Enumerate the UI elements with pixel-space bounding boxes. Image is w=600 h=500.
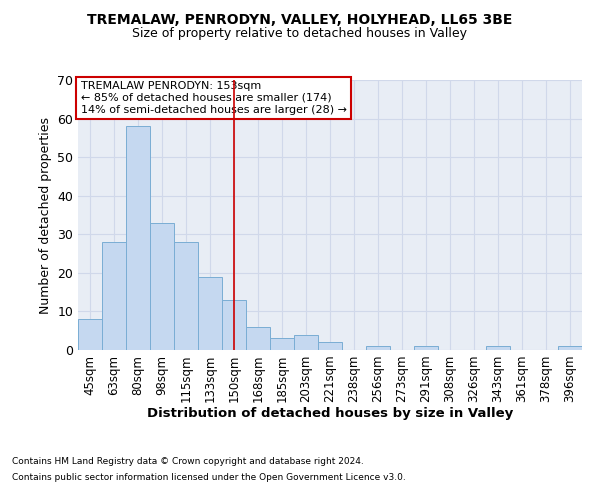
Bar: [318, 342, 342, 350]
Bar: [222, 300, 246, 350]
Text: TREMALAW, PENRODYN, VALLEY, HOLYHEAD, LL65 3BE: TREMALAW, PENRODYN, VALLEY, HOLYHEAD, LL…: [88, 12, 512, 26]
Bar: [126, 126, 150, 350]
Bar: [150, 222, 174, 350]
Text: TREMALAW PENRODYN: 153sqm
← 85% of detached houses are smaller (174)
14% of semi: TREMALAW PENRODYN: 153sqm ← 85% of detac…: [80, 82, 347, 114]
Bar: [102, 242, 126, 350]
Text: Size of property relative to detached houses in Valley: Size of property relative to detached ho…: [133, 28, 467, 40]
Bar: [558, 346, 582, 350]
Bar: [174, 242, 198, 350]
Bar: [414, 346, 438, 350]
Text: Contains public sector information licensed under the Open Government Licence v3: Contains public sector information licen…: [12, 472, 406, 482]
Bar: [78, 319, 102, 350]
Bar: [270, 338, 294, 350]
Y-axis label: Number of detached properties: Number of detached properties: [38, 116, 52, 314]
Bar: [486, 346, 510, 350]
Bar: [246, 327, 270, 350]
Text: Distribution of detached houses by size in Valley: Distribution of detached houses by size …: [147, 408, 513, 420]
Bar: [366, 346, 390, 350]
Text: Contains HM Land Registry data © Crown copyright and database right 2024.: Contains HM Land Registry data © Crown c…: [12, 458, 364, 466]
Bar: [294, 334, 318, 350]
Bar: [198, 276, 222, 350]
